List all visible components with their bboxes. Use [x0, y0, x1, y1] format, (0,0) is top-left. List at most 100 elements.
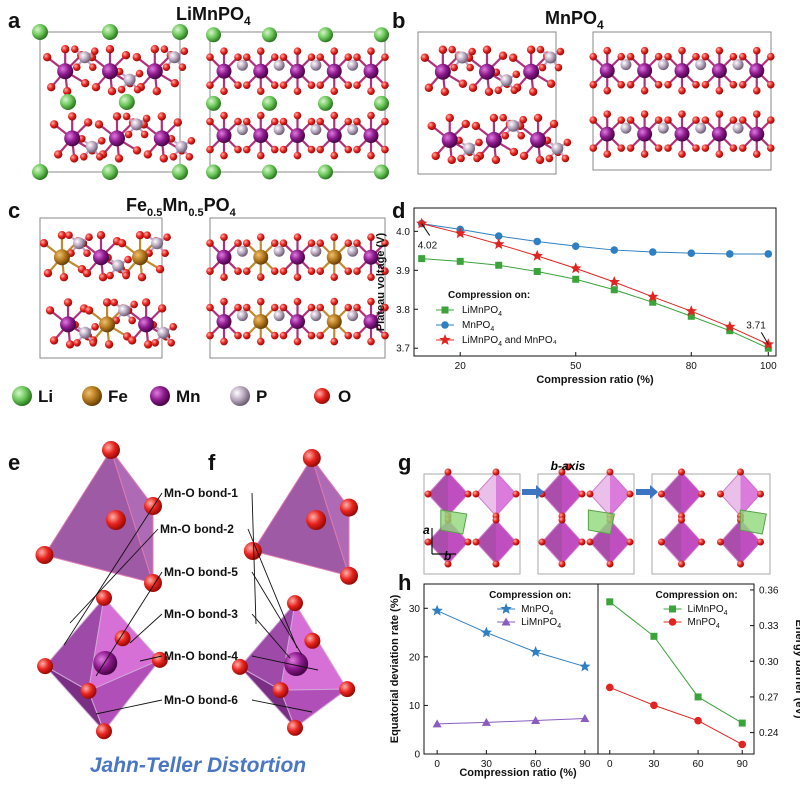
oxygen-atom [654, 80, 663, 89]
oxygen-atom [367, 273, 375, 282]
data-point [418, 255, 426, 263]
oxygen-atom [173, 118, 182, 127]
oxygen-atom [654, 116, 663, 124]
phosphorus-atom [157, 326, 170, 339]
oxygen-atom [444, 560, 452, 568]
oxygen-atom [546, 79, 556, 88]
manganese-atom [253, 63, 269, 79]
oxygen-atom [757, 538, 764, 546]
manganese-atom [599, 126, 615, 142]
lithium-atom [318, 27, 333, 43]
data-point [493, 238, 505, 250]
manganese-atom [290, 314, 305, 330]
plot-frame [597, 583, 755, 755]
oxygen-atom [472, 490, 480, 498]
oxygen-atom [340, 566, 358, 585]
oxygen-atom [279, 81, 288, 89]
phosphorus-atom [236, 310, 248, 322]
oxygen-atom [185, 153, 194, 161]
oxygen-atom [617, 52, 626, 61]
oxygen-atom [353, 303, 361, 312]
oxygen-atom [692, 144, 700, 152]
oxygen-atom [558, 560, 566, 568]
oxygen-atom [62, 87, 72, 96]
oxygen-atom [381, 303, 389, 312]
manganese-atom [363, 249, 379, 265]
phosphorus-atom [236, 245, 248, 257]
legend-marker [501, 617, 511, 626]
bond-label-5: Mn-O bond-4 [164, 649, 238, 663]
oxygen-atom [752, 46, 761, 55]
phosphorus-atom [78, 51, 91, 64]
oxygen-atom [381, 267, 389, 276]
oxygen-atom [306, 510, 327, 530]
oxygen-atom [187, 137, 196, 145]
panel-label-b: b [392, 8, 405, 33]
iron-atom [99, 316, 116, 333]
data-point [725, 250, 734, 258]
oxygen-atom [330, 151, 339, 160]
legend-entry: MnPO4 [462, 320, 494, 333]
oxygen-atom [206, 117, 214, 126]
oxygen-atom [234, 303, 242, 312]
oxygen-atom [466, 63, 474, 72]
data-point [571, 242, 580, 250]
oxygen-atom [586, 538, 594, 546]
lithium-atom [60, 94, 76, 110]
green-polyhedron [440, 509, 468, 535]
oxygen-atom [678, 86, 686, 95]
legend-label-p: P [256, 387, 267, 406]
y-axis-title: Energy barrier (eV) [793, 619, 800, 718]
oxygen-atom [65, 340, 75, 349]
oxygen-atom [678, 46, 686, 55]
oxygen-atom [431, 151, 440, 161]
oxygen-atom [96, 723, 112, 740]
oxygen-atom [293, 151, 302, 160]
oxygen-atom [606, 468, 614, 476]
oxygen-atom [114, 630, 131, 647]
data-point [432, 719, 442, 728]
oxygen-atom [448, 45, 456, 54]
oxygen-atom [473, 154, 481, 163]
oxygen-atom [270, 303, 279, 312]
octahedron-face [496, 520, 516, 564]
oxygen-atom [344, 303, 353, 312]
oxygen-atom [499, 113, 508, 122]
oxygen-atom [381, 331, 389, 340]
oxygen-atom [307, 239, 316, 247]
title-limnpo4: LiMnPO4 [176, 4, 251, 28]
oxygen-atom [729, 80, 738, 89]
oxygen-atom [293, 337, 302, 346]
oxygen-atom [143, 231, 151, 239]
oxygen-atom [293, 87, 302, 95]
oxygen-atom [766, 52, 775, 61]
phosphorus-atom [85, 140, 98, 153]
oxygen-atom [242, 53, 251, 61]
oxygen-atom [270, 331, 279, 340]
phosphorus-atom [463, 142, 476, 155]
oxygen-atom [458, 79, 468, 88]
oxygen-atom [121, 51, 131, 60]
oxygen-atom [508, 53, 518, 62]
iron-atom [253, 314, 269, 330]
oxygen-atom [457, 154, 465, 163]
oxygen-atom [307, 331, 316, 340]
data-point [724, 320, 736, 332]
structure-mnpo4-view2 [589, 31, 775, 171]
lithium-atom [318, 164, 333, 180]
oxygen-atom [752, 86, 761, 95]
oxygen-atom [50, 120, 59, 129]
migration-pathway-panel [423, 463, 771, 575]
oxygen-atom [159, 154, 168, 163]
oxygen-atom [519, 151, 529, 161]
oxygen-atom [231, 658, 248, 675]
iron-atom [132, 249, 149, 266]
x-tick-label: 90 [579, 759, 591, 770]
oxygen-atom [163, 233, 171, 241]
oxygen-atom [63, 298, 73, 307]
oxygen-atom [206, 303, 214, 312]
oxygen-atom [234, 81, 242, 89]
oxygen-atom [344, 53, 353, 61]
data-point [687, 312, 695, 320]
oxygen-atom [279, 117, 288, 126]
